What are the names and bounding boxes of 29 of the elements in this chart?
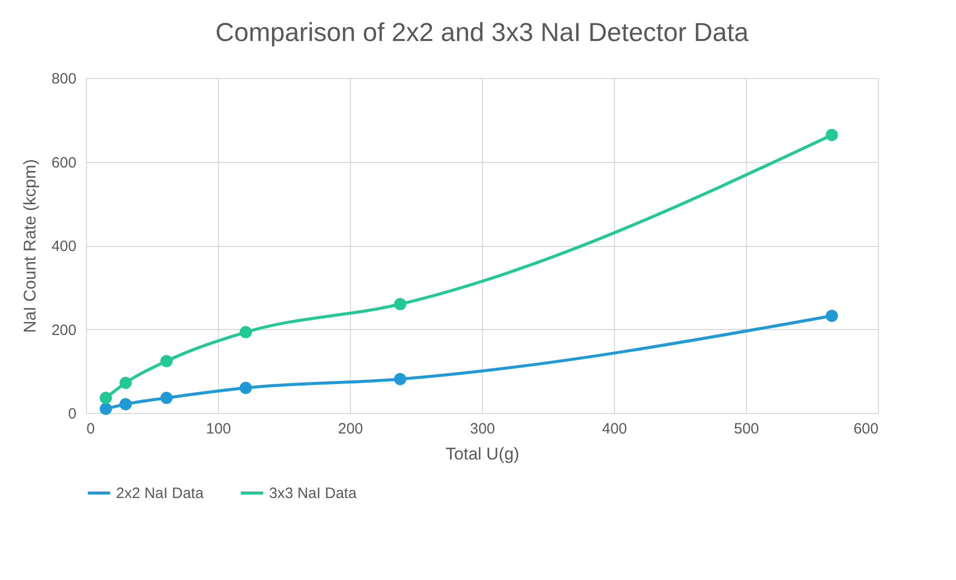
point xyxy=(826,128,838,142)
point xyxy=(100,392,112,404)
x-tick-label: 200 xyxy=(338,420,364,438)
legend-label: 3x3 NaI Data xyxy=(269,485,358,502)
chart-title: Comparison of 2x2 and 3x3 NaI Detector Data xyxy=(215,17,750,47)
y-tick-label: 200 xyxy=(51,322,76,339)
y-tick-label: 400 xyxy=(51,238,76,255)
y-tick-label: 0 xyxy=(68,406,76,422)
y-tick-label: 600 xyxy=(51,154,76,172)
x-tick-label: 300 xyxy=(470,420,496,438)
point xyxy=(100,402,112,415)
point xyxy=(119,376,132,389)
point xyxy=(119,398,132,410)
point xyxy=(240,382,252,394)
legend-label: 2x2 NaI Data xyxy=(116,485,204,502)
y-tick-label: 800 xyxy=(51,70,76,88)
x-tick-label: 500 xyxy=(734,420,760,438)
y-axis-title: NaI Count Rate (kcpm) xyxy=(20,159,40,333)
x-tick-label: 100 xyxy=(206,420,232,438)
point xyxy=(160,354,173,368)
point xyxy=(394,298,406,310)
point xyxy=(240,326,252,338)
x-axis-title: Total U(g) xyxy=(446,444,520,464)
x-tick-label: 600 xyxy=(853,420,878,438)
point xyxy=(160,392,173,404)
x-tick-label: 400 xyxy=(602,420,628,438)
point xyxy=(826,310,838,322)
point xyxy=(394,372,406,386)
x-tick-label: 0 xyxy=(86,420,95,438)
